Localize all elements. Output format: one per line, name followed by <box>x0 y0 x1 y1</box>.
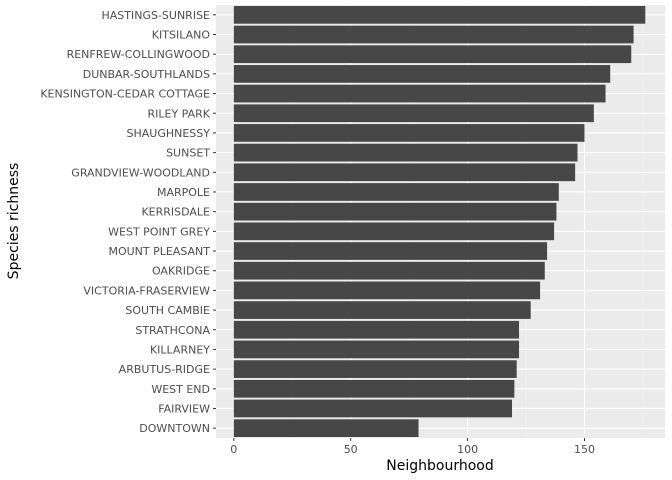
bar <box>233 419 419 438</box>
x-tick-label: 150 <box>574 443 595 456</box>
bar <box>233 340 520 359</box>
category-label: KILLARNEY <box>150 343 210 356</box>
bar <box>233 399 513 418</box>
category-label: STRATHCONA <box>135 324 210 337</box>
category-label: KERRISDALE <box>141 206 210 219</box>
bar <box>233 5 646 24</box>
category-label: DUNBAR-SOUTHLANDS <box>83 68 210 81</box>
bar <box>233 65 611 83</box>
bar <box>233 360 517 378</box>
x-tick-label: 100 <box>457 443 478 456</box>
category-label: FAIRVIEW <box>158 402 210 415</box>
category-label: SHAUGHNESSY <box>127 127 211 140</box>
category-label: HASTINGS-SUNRISE <box>101 9 210 22</box>
bar <box>233 25 634 44</box>
category-label: KITSILANO <box>152 29 211 42</box>
category-label: WEST POINT GREY <box>108 225 210 238</box>
category-labels: HASTINGS-SUNRISE KITSILANO RENFREW-COLLING… <box>40 9 216 435</box>
x-axis-title: Neighbourhood <box>386 458 493 474</box>
bar <box>233 222 555 241</box>
bar <box>233 84 606 103</box>
bar <box>233 183 559 201</box>
bar <box>233 261 545 280</box>
bar <box>233 301 531 319</box>
category-label: OAKRIDGE <box>152 265 210 278</box>
bar <box>233 320 520 339</box>
category-label: ARBUTUS-RIDGE <box>119 363 210 376</box>
bar <box>233 163 576 182</box>
category-label: MOUNT PLEASANT <box>108 245 210 258</box>
bar <box>233 45 632 64</box>
bar <box>233 281 541 300</box>
category-label: RILEY PARK <box>148 107 211 120</box>
category-label: SOUTH CAMBIE <box>125 304 210 317</box>
category-label: KENSINGTON-CEDAR COTTAGE <box>40 88 210 101</box>
category-label: DOWNTOWN <box>139 422 210 435</box>
category-label: SUNSET <box>166 147 210 160</box>
y-axis-title: Species richness <box>6 163 22 280</box>
bar <box>233 242 548 260</box>
category-label: RENFREW-COLLINGWOOD <box>67 48 210 61</box>
category-label: GRANDVIEW-WOODLAND <box>71 166 210 179</box>
bar <box>233 379 515 398</box>
bar <box>233 143 578 162</box>
bar <box>233 104 594 123</box>
bar <box>233 124 585 142</box>
bar <box>233 202 557 221</box>
category-label: VICTORIA-FRASERVIEW <box>83 284 210 297</box>
category-label: MARPOLE <box>157 186 210 199</box>
x-tick-label: 0 <box>230 443 237 456</box>
bars <box>233 5 646 438</box>
x-axis-ticks: 0 50 100 150 <box>230 438 595 456</box>
x-tick-label: 50 <box>344 443 358 456</box>
category-label: WEST END <box>151 383 210 396</box>
